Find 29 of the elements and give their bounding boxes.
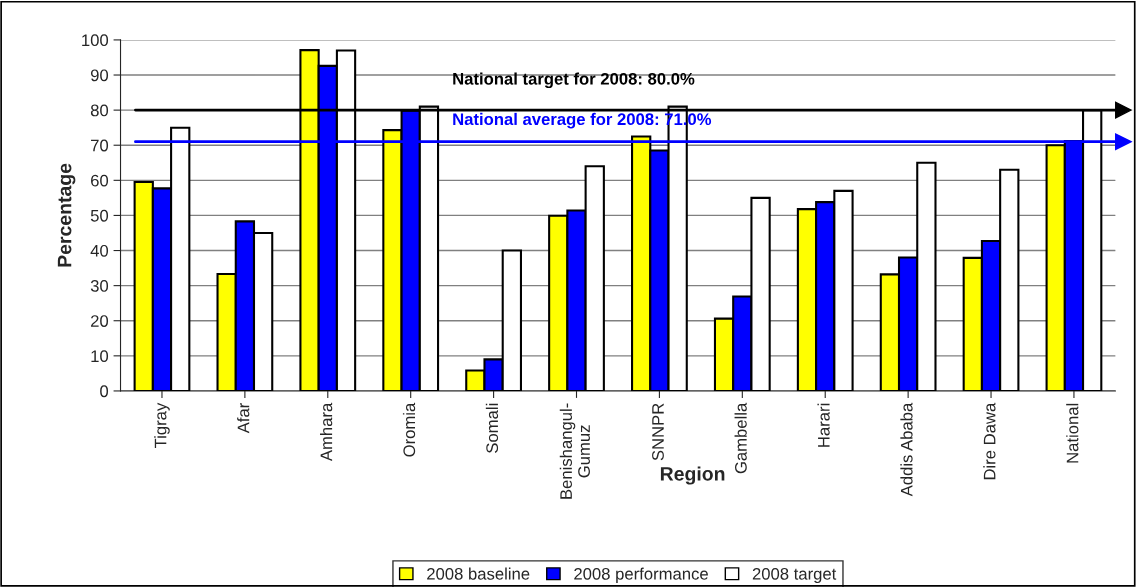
y-tick-label: 60	[91, 174, 109, 187]
x-tick-label: Harari	[817, 403, 830, 447]
y-axis-title: Percentage	[57, 163, 76, 267]
ref-line-label: National target for 2008: 80.0%	[453, 72, 695, 89]
y-tick-label: 50	[90, 209, 109, 222]
x-tick-label: Dire Dawa	[983, 402, 996, 480]
x-tick-label: Amhara	[320, 402, 333, 462]
x-tick-label: Afar	[237, 403, 250, 434]
y-tick-label: 80	[90, 104, 109, 117]
y-tick-label: 0	[100, 385, 109, 398]
x-tick-label: Oromia	[402, 402, 416, 457]
x-tick-label: SNNPR	[652, 403, 664, 461]
y-tick-label: 40	[90, 244, 109, 257]
x-tick-label: Tigray	[154, 402, 170, 449]
x-tick-label: Addis Ababa	[900, 402, 913, 497]
x-tick-label: Gambella	[734, 402, 747, 474]
y-tick-label: 20	[91, 315, 109, 327]
y-tick-label: 100	[82, 34, 109, 47]
x-tick-label: National	[1066, 403, 1079, 463]
legend-label: 2008 baseline	[427, 567, 530, 580]
y-tick-label: 30	[90, 280, 109, 292]
y-tick-label: 10	[91, 350, 109, 363]
x-tick-label: Somali	[485, 403, 499, 453]
x-axis-title: Region	[660, 466, 725, 485]
y-tick-label: 70	[91, 139, 109, 152]
legend-label: 2008 performance	[574, 567, 708, 584]
x-tick-label: Benishangul- Gumuz	[559, 403, 590, 499]
y-tick-label: 90	[90, 69, 109, 82]
legend-label: 2008 target	[752, 567, 837, 584]
